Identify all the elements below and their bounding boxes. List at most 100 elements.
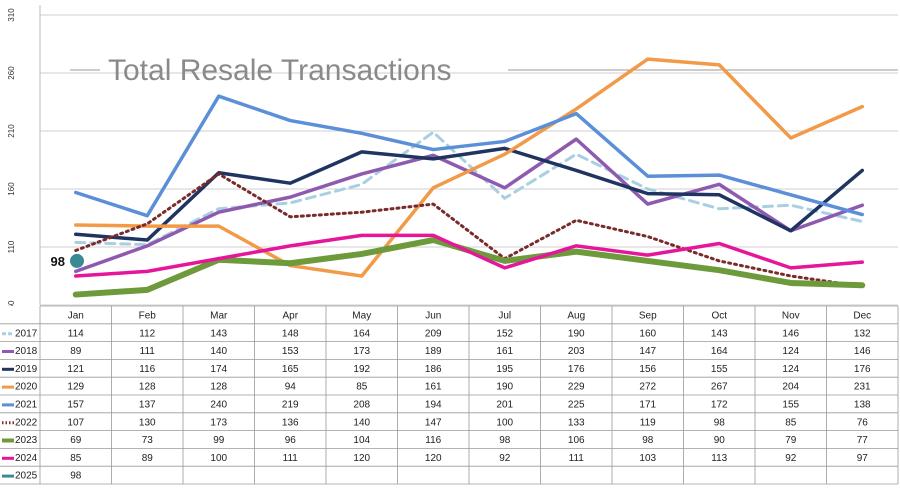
series-line-2022: [74, 172, 864, 288]
x-tick-label: Dec: [853, 311, 871, 322]
table-cell-value: 267: [711, 382, 728, 393]
y-tick-label: 210: [7, 124, 16, 138]
x-tick-label: Oct: [711, 311, 727, 322]
table-cell-value: 189: [425, 346, 442, 357]
table-cell-value: 165: [282, 364, 299, 375]
table-cell-value: 100: [210, 453, 227, 464]
table-cell-value: 130: [139, 417, 156, 428]
y-tick-label: 260: [7, 66, 16, 80]
table-cell-value: 111: [140, 346, 156, 357]
table-cell-value: 152: [496, 328, 513, 339]
table-cell-value: 89: [142, 453, 154, 464]
table-cell-value: 132: [854, 328, 871, 339]
legend-label: 2020: [15, 382, 38, 393]
legend-label: 2022: [15, 417, 38, 428]
table-cell-value: 155: [782, 400, 799, 411]
table-cell-value: 192: [353, 364, 370, 375]
table-cell-value: 129: [67, 382, 84, 393]
table-cell-value: 120: [353, 453, 370, 464]
series-line-2021: [74, 94, 864, 218]
table-cell-value: 73: [142, 435, 154, 446]
table-cell-value: 164: [711, 346, 728, 357]
table-cell-value: 104: [353, 435, 370, 446]
y-tick-labels: 60 110 160 210 260 310: [7, 8, 16, 310]
legend-label: 2023: [15, 435, 38, 446]
series-line-2020: [74, 57, 864, 278]
x-tick-label: Sep: [639, 311, 657, 322]
table-cell-value: 229: [568, 382, 585, 393]
table-cell-value: 190: [496, 382, 513, 393]
x-tick-label: Jun: [425, 311, 441, 322]
table-cell-value: 107: [67, 417, 84, 428]
table-cell-value: 225: [568, 400, 585, 411]
table-cell-value: 153: [282, 346, 299, 357]
table-cell-value: 240: [210, 400, 227, 411]
table-cell-value: 69: [70, 435, 82, 446]
table-cell-value: 155: [711, 364, 728, 375]
table-cell-value: 76: [857, 417, 869, 428]
table-cell-value: 157: [67, 400, 84, 411]
table-cell-value: 128: [210, 382, 227, 393]
table-cell-value: 128: [139, 382, 156, 393]
table-cell-value: 164: [353, 328, 370, 339]
table-cell-value: 186: [425, 364, 442, 375]
series-point-2025: [70, 253, 84, 268]
table-cell-value: 106: [568, 435, 585, 446]
table-cell-value: 94: [285, 382, 297, 393]
table-cell-value: 201: [496, 400, 513, 411]
table-cell-value: 85: [356, 382, 368, 393]
table-cell-value: 146: [854, 346, 871, 357]
table-cell-value: 98: [642, 435, 654, 446]
table-cell-value: 111: [283, 453, 299, 464]
table-cell-value: 133: [568, 417, 585, 428]
table-cell-value: 89: [70, 346, 82, 357]
table-cell-value: 204: [782, 382, 799, 393]
table-cell-value: 190: [568, 328, 585, 339]
x-tick-label: Feb: [139, 311, 157, 322]
table-cell-value: 219: [282, 400, 299, 411]
series-layer: 98: [51, 57, 866, 298]
table-cell-value: 146: [782, 328, 799, 339]
chart-title: Total Resale Transactions: [108, 54, 452, 87]
table-cell-value: 147: [639, 346, 656, 357]
table-cell-value: 161: [496, 346, 513, 357]
table-cell-value: 124: [782, 346, 799, 357]
table-cell-value: 143: [711, 328, 728, 339]
series-line-2019: [74, 146, 864, 242]
grid-layer: [39, 5, 898, 306]
table-cell-value: 194: [425, 400, 442, 411]
table-cell-value: 208: [353, 400, 370, 411]
table-cell-value: 272: [639, 382, 656, 393]
table-cell-value: 85: [785, 417, 797, 428]
table-cell-value: 209: [425, 328, 442, 339]
x-tick-label: Jul: [498, 311, 511, 322]
table-cell-value: 147: [425, 417, 442, 428]
table-cell-value: 143: [210, 328, 227, 339]
table-cell-value: 148: [282, 328, 299, 339]
table-cell-value: 231: [854, 382, 871, 393]
table-cell-value: 203: [568, 346, 585, 357]
table-cell-value: 77: [857, 435, 869, 446]
y-tick-label: 310: [7, 8, 16, 22]
table-cell-value: 138: [854, 400, 871, 411]
table-cell-value: 156: [639, 364, 656, 375]
table-cell-value: 140: [353, 417, 370, 428]
y-tick-label: 110: [7, 240, 16, 253]
table-cell-value: 137: [139, 400, 156, 411]
table-cell-value: 111: [569, 453, 585, 464]
table-cell-value: 100: [496, 417, 513, 428]
table-cell-value: 116: [425, 435, 441, 446]
series-line-2017: [74, 130, 864, 247]
table-cell-value: 90: [714, 435, 726, 446]
table-cell-value: 96: [285, 435, 297, 446]
legend-label: 2024: [15, 453, 38, 464]
table-cell-value: 136: [282, 417, 299, 428]
table-cell-value: 92: [499, 453, 511, 464]
annotation-label: 98: [51, 254, 65, 269]
table-cell-value: 116: [139, 364, 155, 375]
table-cell-value: 161: [425, 382, 442, 393]
table-cell-value: 176: [568, 364, 585, 375]
table-cell-value: 99: [213, 435, 225, 446]
table-cell-value: 160: [639, 328, 656, 339]
